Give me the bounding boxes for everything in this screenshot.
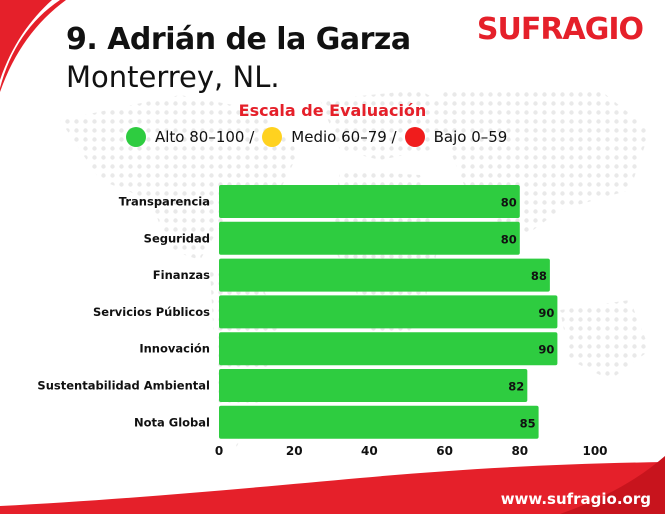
data-label: 90 <box>538 343 554 357</box>
x-tick-label: 80 <box>511 444 528 458</box>
legend-label-bajo: Bajo 0–59 <box>433 128 508 146</box>
page-subtitle: Monterrey, NL. <box>66 60 280 94</box>
category-label: Servicios Públicos <box>93 305 210 319</box>
data-label: 80 <box>501 196 517 210</box>
bar <box>219 221 520 255</box>
category-label: Nota Global <box>134 415 210 429</box>
x-tick-label: 40 <box>361 444 378 458</box>
legend-item-medio: Medio 60–79 / <box>262 127 397 147</box>
legend-dot-yellow <box>262 127 283 147</box>
bar <box>219 405 539 439</box>
brand-logo: SUFRAGIO <box>476 12 644 47</box>
bar <box>219 258 550 292</box>
x-tick-label: 20 <box>286 444 303 458</box>
legend-title: Escala de Evaluación <box>238 101 427 120</box>
category-label: Transparencia <box>119 195 210 209</box>
category-label: Sustentabilidad Ambiental <box>37 379 210 393</box>
category-label: Innovación <box>139 342 210 356</box>
legend-dot-red <box>404 127 425 147</box>
x-tick-label: 60 <box>436 444 453 458</box>
data-label: 90 <box>538 306 554 320</box>
data-label: 88 <box>531 269 547 283</box>
data-label: 85 <box>520 416 536 430</box>
bar <box>219 332 558 366</box>
bar <box>219 295 558 329</box>
x-tick-label: 100 <box>582 444 607 458</box>
page-title: 9. Adrián de la Garza <box>66 22 411 57</box>
data-label: 82 <box>508 380 524 394</box>
legend-label-alto: Alto 80–100 / <box>155 128 255 146</box>
x-tick-label: 0 <box>215 444 223 458</box>
bar <box>219 185 520 218</box>
bar <box>219 369 528 402</box>
category-label: Seguridad <box>144 231 210 245</box>
legend-item-bajo: Bajo 0–59 <box>404 127 508 147</box>
data-label: 80 <box>501 232 517 246</box>
legend-dot-green <box>126 127 146 147</box>
legend: Alto 80–100 / Medio 60–79 / Bajo 0–59 <box>126 127 507 147</box>
legend-item-alto: Alto 80–100 / <box>126 127 254 147</box>
legend-label-medio: Medio 60–79 / <box>291 128 397 146</box>
category-label: Finanzas <box>153 268 210 282</box>
website-url: www.sufragio.org <box>500 490 651 508</box>
